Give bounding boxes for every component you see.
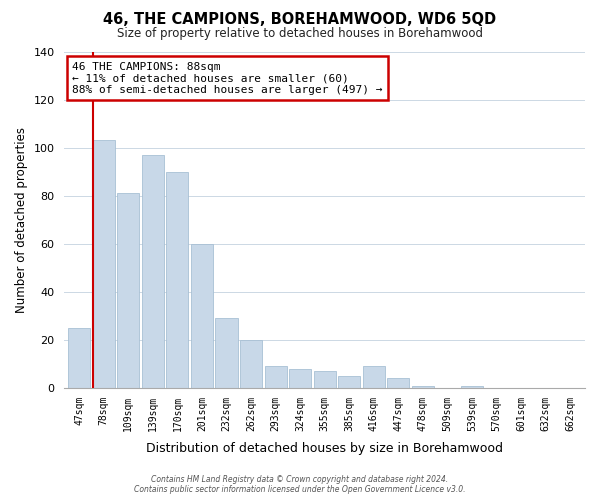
Text: 46, THE CAMPIONS, BOREHAMWOOD, WD6 5QD: 46, THE CAMPIONS, BOREHAMWOOD, WD6 5QD <box>103 12 497 28</box>
Bar <box>412 386 434 388</box>
Bar <box>265 366 287 388</box>
Bar <box>289 369 311 388</box>
Text: Size of property relative to detached houses in Borehamwood: Size of property relative to detached ho… <box>117 28 483 40</box>
Bar <box>68 328 90 388</box>
Text: 46 THE CAMPIONS: 88sqm
← 11% of detached houses are smaller (60)
88% of semi-det: 46 THE CAMPIONS: 88sqm ← 11% of detached… <box>72 62 383 95</box>
Bar <box>215 318 238 388</box>
Bar <box>166 172 188 388</box>
Bar <box>461 386 483 388</box>
Bar <box>363 366 385 388</box>
X-axis label: Distribution of detached houses by size in Borehamwood: Distribution of detached houses by size … <box>146 442 503 455</box>
Text: Contains HM Land Registry data © Crown copyright and database right 2024.
Contai: Contains HM Land Registry data © Crown c… <box>134 474 466 494</box>
Bar <box>338 376 361 388</box>
Bar <box>314 371 336 388</box>
Y-axis label: Number of detached properties: Number of detached properties <box>15 126 28 313</box>
Bar <box>142 155 164 388</box>
Bar <box>191 244 213 388</box>
Bar <box>92 140 115 388</box>
Bar <box>117 194 139 388</box>
Bar <box>240 340 262 388</box>
Bar <box>388 378 409 388</box>
